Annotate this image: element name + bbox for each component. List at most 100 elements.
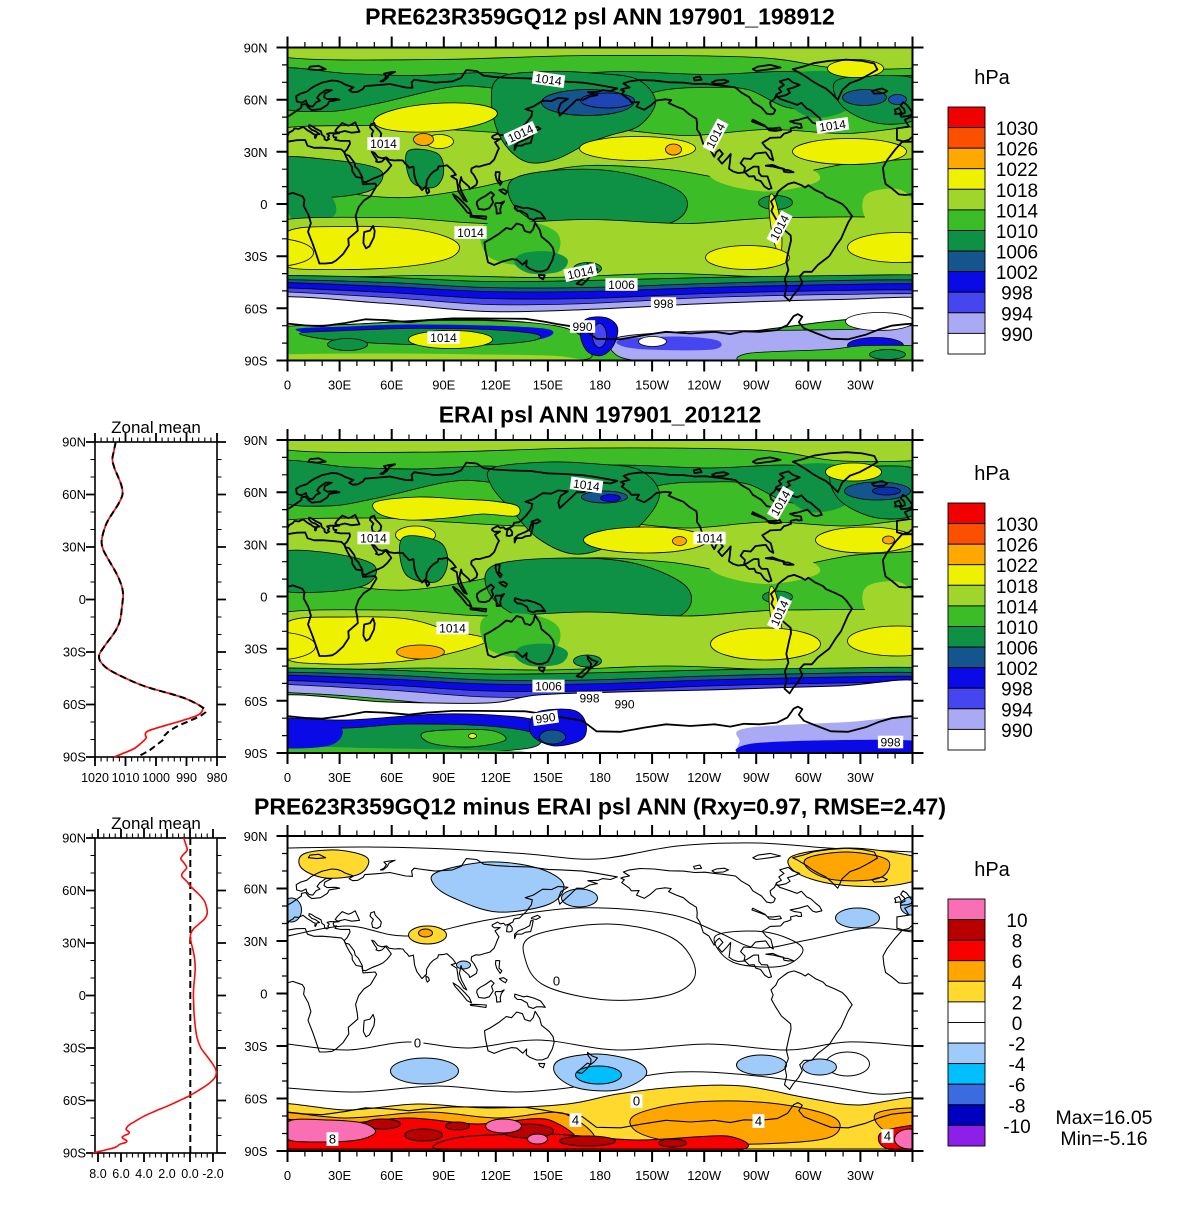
svg-text:0: 0: [79, 592, 86, 607]
svg-text:150W: 150W: [635, 1168, 670, 1183]
svg-text:90N: 90N: [244, 41, 268, 56]
svg-text:998: 998: [880, 735, 900, 749]
svg-text:180: 180: [589, 1168, 611, 1183]
svg-text:0: 0: [79, 988, 86, 1003]
svg-text:90E: 90E: [432, 770, 455, 785]
svg-text:990: 990: [572, 320, 592, 334]
svg-text:90W: 90W: [743, 770, 770, 785]
svg-text:90S: 90S: [63, 1146, 86, 1161]
svg-text:0: 0: [553, 974, 560, 989]
svg-text:1006: 1006: [535, 679, 562, 693]
svg-text:1018: 1018: [996, 577, 1038, 598]
svg-text:90S: 90S: [63, 750, 86, 765]
svg-text:150E: 150E: [533, 1168, 564, 1183]
svg-text:1022: 1022: [996, 160, 1038, 181]
svg-text:30W: 30W: [847, 770, 874, 785]
svg-text:60S: 60S: [244, 694, 267, 709]
svg-text:1026: 1026: [996, 536, 1038, 557]
svg-text:120E: 120E: [481, 770, 512, 785]
svg-text:30N: 30N: [244, 145, 268, 160]
svg-text:1026: 1026: [996, 140, 1038, 161]
svg-text:4: 4: [755, 1114, 762, 1129]
svg-text:1014: 1014: [370, 137, 397, 151]
svg-text:1030: 1030: [996, 515, 1038, 536]
svg-text:Max=16.05: Max=16.05: [1055, 1107, 1152, 1129]
svg-text:1014: 1014: [457, 226, 484, 240]
svg-text:Zonal mean: Zonal mean: [111, 814, 201, 833]
svg-text:990: 990: [1001, 325, 1033, 346]
svg-text:60E: 60E: [380, 378, 403, 393]
svg-text:4: 4: [572, 1113, 579, 1128]
svg-text:1014: 1014: [996, 597, 1039, 618]
svg-text:30S: 30S: [63, 645, 86, 660]
svg-text:90N: 90N: [244, 433, 268, 448]
svg-text:1014: 1014: [566, 263, 595, 282]
svg-text:8.0: 8.0: [89, 1167, 106, 1181]
svg-text:0: 0: [1012, 1014, 1023, 1035]
svg-text:994: 994: [1001, 700, 1033, 721]
svg-text:60N: 60N: [62, 883, 86, 898]
svg-text:4.0: 4.0: [135, 1167, 152, 1181]
svg-text:150W: 150W: [635, 770, 670, 785]
svg-text:6.0: 6.0: [112, 1167, 129, 1181]
svg-text:90S: 90S: [244, 1144, 267, 1159]
svg-text:hPa: hPa: [974, 859, 1010, 881]
svg-text:60W: 60W: [795, 1168, 822, 1183]
svg-text:90W: 90W: [743, 378, 770, 393]
svg-text:30N: 30N: [244, 934, 268, 949]
svg-text:2.0: 2.0: [158, 1167, 175, 1181]
svg-text:998: 998: [1001, 680, 1033, 701]
svg-text:120W: 120W: [687, 1168, 722, 1183]
svg-text:1030: 1030: [996, 119, 1038, 140]
svg-text:-2: -2: [1009, 1035, 1026, 1056]
svg-text:30S: 30S: [244, 1039, 267, 1054]
svg-text:150E: 150E: [533, 770, 564, 785]
svg-text:30W: 30W: [847, 1168, 874, 1183]
svg-text:1014: 1014: [696, 531, 723, 545]
svg-text:1014: 1014: [818, 117, 847, 135]
svg-text:2: 2: [1012, 993, 1023, 1014]
svg-text:0: 0: [633, 1094, 640, 1109]
svg-text:Zonal mean: Zonal mean: [111, 418, 201, 437]
svg-text:8: 8: [1012, 932, 1023, 953]
svg-text:150E: 150E: [533, 378, 564, 393]
svg-text:990: 990: [614, 697, 634, 711]
svg-text:120E: 120E: [481, 378, 512, 393]
svg-text:30S: 30S: [244, 249, 267, 264]
svg-text:1020: 1020: [81, 771, 109, 785]
svg-text:6: 6: [1012, 952, 1023, 973]
svg-text:0: 0: [284, 378, 291, 393]
svg-text:1000: 1000: [142, 771, 170, 785]
svg-text:1002: 1002: [996, 659, 1038, 680]
svg-text:990: 990: [535, 710, 557, 727]
svg-text:30W: 30W: [847, 378, 874, 393]
svg-text:1006: 1006: [608, 278, 635, 292]
svg-text:ERAI psl ANN 197901_201212: ERAI psl ANN 197901_201212: [439, 402, 762, 428]
svg-text:30S: 30S: [63, 1041, 86, 1056]
svg-text:4: 4: [1012, 973, 1023, 994]
svg-text:60S: 60S: [63, 697, 86, 712]
svg-text:60N: 60N: [244, 485, 268, 500]
svg-text:60N: 60N: [244, 93, 268, 108]
svg-text:60S: 60S: [244, 301, 267, 316]
svg-text:994: 994: [1001, 304, 1033, 325]
svg-text:90S: 90S: [244, 354, 267, 369]
svg-text:180: 180: [589, 770, 611, 785]
svg-text:1010: 1010: [112, 771, 140, 785]
svg-text:1022: 1022: [996, 556, 1038, 577]
svg-text:90W: 90W: [743, 1168, 770, 1183]
svg-text:0: 0: [260, 987, 267, 1002]
svg-text:Min=-5.16: Min=-5.16: [1060, 1128, 1147, 1150]
svg-text:1018: 1018: [996, 181, 1038, 202]
svg-text:0: 0: [260, 590, 267, 605]
svg-text:0: 0: [414, 1036, 421, 1051]
svg-text:-4: -4: [1009, 1055, 1026, 1076]
svg-text:60W: 60W: [795, 770, 822, 785]
svg-text:30E: 30E: [328, 378, 351, 393]
svg-text:998: 998: [1001, 284, 1033, 305]
svg-text:980: 980: [207, 771, 228, 785]
svg-text:-10: -10: [1003, 1117, 1030, 1138]
svg-text:10: 10: [1006, 911, 1027, 932]
svg-text:30S: 30S: [244, 642, 267, 657]
svg-text:90N: 90N: [62, 435, 86, 450]
